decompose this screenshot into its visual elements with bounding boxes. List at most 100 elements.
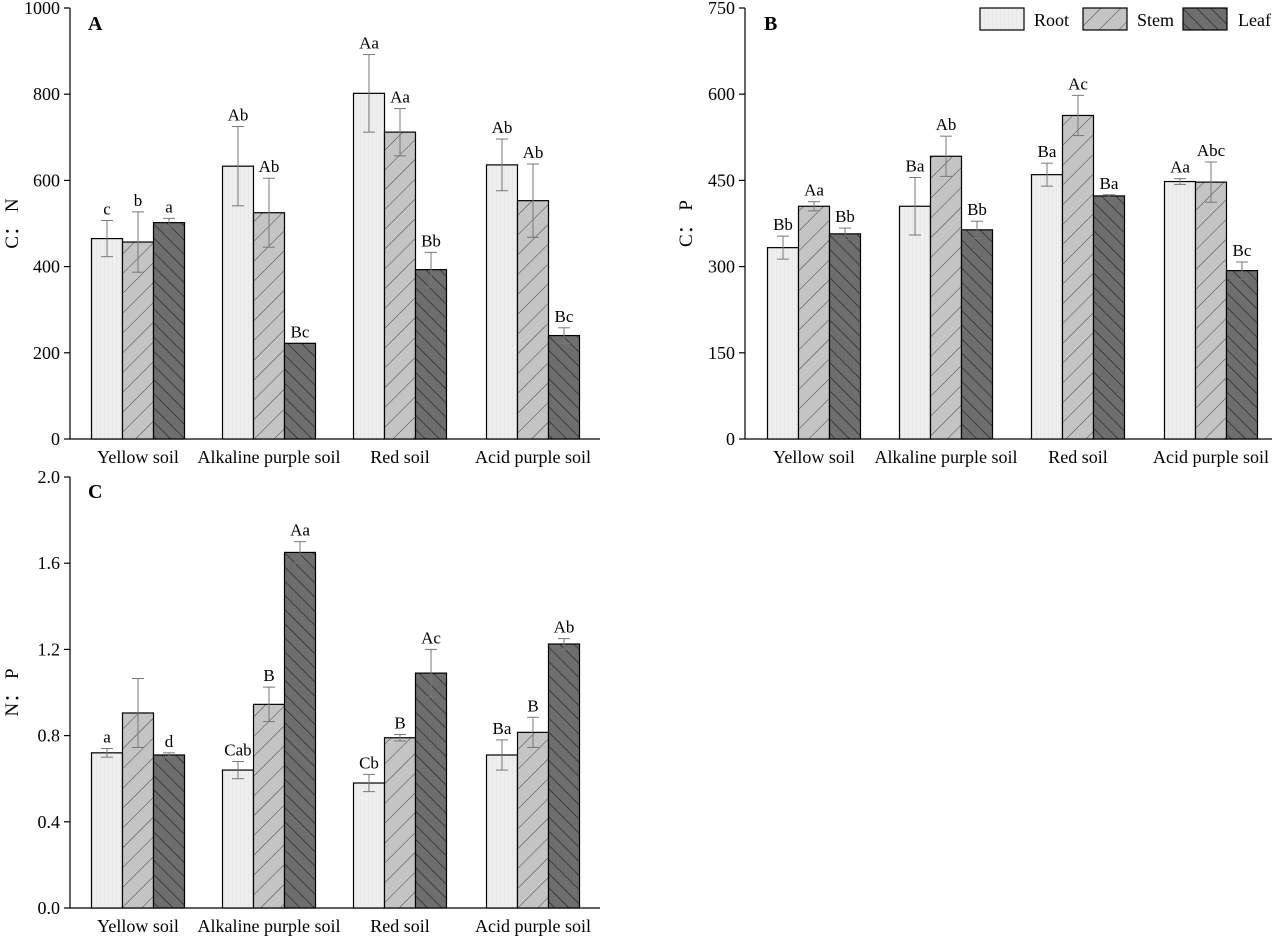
bar-stem bbox=[252, 703, 286, 909]
significance-label: Cab bbox=[224, 740, 251, 759]
y-tick-label: 200 bbox=[33, 343, 60, 363]
significance-label: Ba bbox=[493, 719, 512, 738]
bar-root bbox=[1030, 174, 1064, 440]
bar-stem bbox=[383, 737, 417, 909]
x-category-label: Red soil bbox=[370, 447, 430, 467]
significance-label: Bb bbox=[967, 200, 987, 219]
x-category-label: Acid purple soil bbox=[475, 916, 591, 936]
bar-root bbox=[90, 752, 124, 909]
legend-label-root: Root bbox=[1034, 10, 1069, 30]
legend: Root Stem Leaf bbox=[979, 7, 1271, 31]
bar-root bbox=[485, 164, 519, 440]
x-category-label: Red soil bbox=[370, 916, 430, 936]
significance-label: B bbox=[394, 714, 405, 733]
bar-root bbox=[352, 92, 386, 440]
bar-leaf bbox=[828, 233, 862, 440]
bar-root bbox=[352, 782, 386, 909]
y-axis-title: C： P bbox=[676, 200, 697, 247]
significance-label: Ab bbox=[228, 106, 249, 125]
y-tick-label: 1.6 bbox=[38, 553, 61, 573]
y-tick-label: 1000 bbox=[24, 0, 60, 18]
bar-stem bbox=[1194, 181, 1228, 440]
bar-root bbox=[221, 769, 255, 909]
significance-label: Ba bbox=[1100, 174, 1119, 193]
y-tick-label: 0.0 bbox=[38, 898, 61, 918]
y-tick-label: 600 bbox=[708, 84, 735, 104]
y-tick-label: 0 bbox=[51, 429, 60, 449]
bar-root bbox=[485, 754, 519, 909]
significance-label: a bbox=[103, 728, 111, 747]
significance-label: b bbox=[134, 191, 143, 210]
legend-swatch-root bbox=[979, 7, 1025, 31]
legend-label-stem: Stem bbox=[1137, 10, 1174, 30]
bar-stem bbox=[929, 155, 963, 440]
significance-label: Aa bbox=[290, 521, 310, 540]
significance-label: Bb bbox=[835, 207, 855, 226]
bar-root bbox=[1163, 180, 1197, 440]
significance-label: a bbox=[165, 197, 173, 216]
bar-leaf bbox=[960, 229, 994, 440]
y-tick-label: 600 bbox=[33, 170, 60, 190]
bar-root bbox=[898, 205, 932, 440]
y-tick-label: 450 bbox=[708, 170, 735, 190]
significance-label: Ab bbox=[936, 115, 957, 134]
bar-leaf bbox=[283, 342, 317, 440]
significance-label: Ba bbox=[1038, 142, 1057, 161]
y-tick-label: 0.4 bbox=[38, 812, 61, 832]
significance-label: c bbox=[103, 199, 111, 218]
chart-panel-c: 0.0 0.4 0.8 1.2 1.6 2.0 N： P Ca d Yellow soil Cab B… bbox=[2, 467, 600, 936]
significance-label: Ab bbox=[492, 118, 513, 137]
significance-label: B bbox=[263, 666, 274, 685]
y-tick-label: 300 bbox=[708, 257, 735, 277]
significance-label: Ac bbox=[1068, 74, 1088, 93]
x-category-label: Yellow soil bbox=[97, 447, 179, 467]
bar-stem bbox=[383, 131, 417, 440]
y-axis-title: C： N bbox=[2, 198, 23, 248]
chart-panel-a: 0 200 400 600 800 1000 C： N Ac b a Yellow soil Ab Ab… bbox=[2, 0, 600, 467]
significance-label: Aa bbox=[1170, 158, 1190, 177]
significance-label: Ab bbox=[259, 157, 280, 176]
bar-stem bbox=[516, 200, 550, 440]
y-tick-label: 750 bbox=[708, 0, 735, 18]
significance-label: Ab bbox=[554, 618, 575, 637]
bar-leaf bbox=[152, 754, 186, 909]
bar-leaf bbox=[547, 334, 581, 440]
significance-label: Aa bbox=[359, 34, 379, 53]
x-category-label: Yellow soil bbox=[773, 447, 855, 467]
bar-root bbox=[766, 247, 800, 440]
y-tick-label: 800 bbox=[33, 84, 60, 104]
y-tick-label: 0 bbox=[726, 429, 735, 449]
bar-leaf bbox=[283, 551, 317, 909]
x-category-label: Yellow soil bbox=[97, 916, 179, 936]
bar-leaf bbox=[414, 269, 448, 440]
significance-label: Aa bbox=[804, 181, 824, 200]
bar-leaf bbox=[1092, 195, 1126, 440]
y-tick-label: 400 bbox=[33, 257, 60, 277]
significance-label: Bc bbox=[1233, 241, 1252, 260]
significance-label: Ac bbox=[421, 628, 441, 647]
bar-leaf bbox=[547, 643, 581, 909]
bar-stem bbox=[121, 241, 155, 440]
bar-leaf bbox=[152, 222, 186, 440]
bar-root bbox=[90, 237, 124, 440]
y-tick-label: 2.0 bbox=[38, 467, 61, 487]
legend-swatch-stem bbox=[1082, 7, 1128, 31]
bar-leaf bbox=[414, 672, 448, 909]
x-category-label: Alkaline purple soil bbox=[198, 447, 341, 467]
bar-root bbox=[221, 165, 255, 440]
significance-label: Abc bbox=[1197, 141, 1226, 160]
chart-panel-b: 0 150 300 450 600 750 C： P B Bb Aa Bb Yellow soil Ba… bbox=[676, 0, 1272, 467]
significance-label: Ab bbox=[523, 143, 544, 162]
y-tick-label: 0.8 bbox=[38, 726, 61, 746]
x-category-label: Acid purple soil bbox=[475, 447, 591, 467]
legend-label-leaf: Leaf bbox=[1238, 10, 1271, 30]
x-category-label: Alkaline purple soil bbox=[875, 447, 1018, 467]
y-tick-label: 1.2 bbox=[38, 639, 61, 659]
bar-stem bbox=[516, 731, 550, 909]
panel-label: A bbox=[88, 13, 103, 35]
panel-label: B bbox=[764, 13, 777, 35]
bar-leaf bbox=[1225, 270, 1259, 440]
significance-label: d bbox=[165, 732, 174, 751]
